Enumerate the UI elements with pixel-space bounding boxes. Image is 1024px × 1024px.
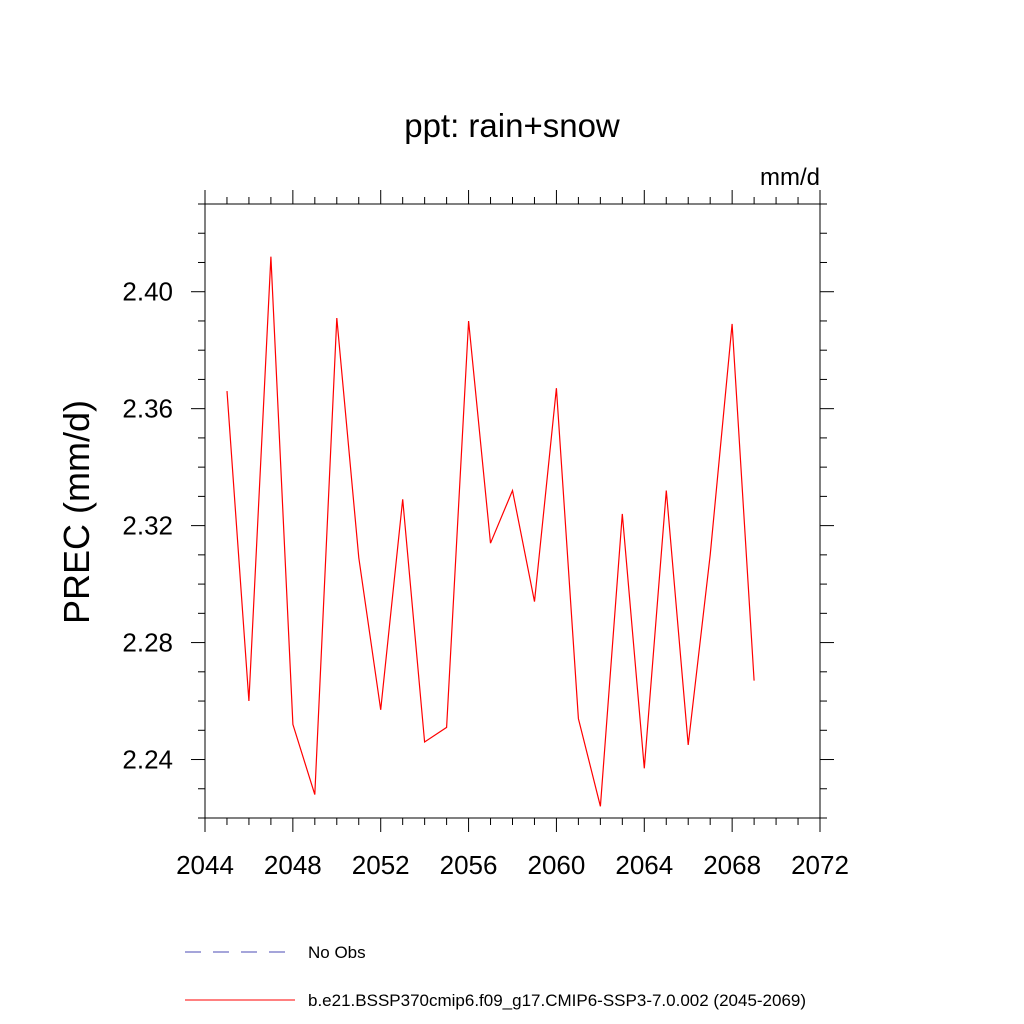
x-tick-label: 2068	[703, 850, 761, 880]
x-tick-label: 2072	[791, 850, 849, 880]
y-tick-label: 2.32	[122, 511, 173, 541]
chart-title: ppt: rain+snow	[404, 107, 620, 144]
y-tick-label: 2.24	[122, 745, 173, 775]
plot-frame	[204, 203, 821, 819]
y-tick-label: 2.28	[122, 628, 173, 658]
axis-tick-labels: 2044 2048 2052 2056 2060 2064 2068 2072 2.24 2.28…	[122, 277, 849, 880]
axis-ticks	[191, 190, 834, 832]
legend-label: No Obs	[308, 943, 366, 962]
x-tick-label: 2064	[615, 850, 673, 880]
x-tick-label: 2056	[440, 850, 498, 880]
legend: No Obs b.e21.BSSP370cmip6.f09_g17.CMIP6-S…	[185, 943, 806, 1010]
y-axis-label: PREC (mm/d)	[56, 400, 97, 624]
y-tick-label: 2.36	[122, 394, 173, 424]
x-tick-label: 2044	[176, 850, 234, 880]
x-tick-label: 2048	[264, 850, 322, 880]
series-line	[226, 256, 755, 807]
x-tick-label: 2060	[528, 850, 586, 880]
series-layer	[226, 256, 755, 807]
y-tick-label: 2.40	[122, 277, 173, 307]
x-tick-label: 2052	[352, 850, 410, 880]
units-label: mm/d	[760, 164, 820, 191]
legend-label: b.e21.BSSP370cmip6.f09_g17.CMIP6-SSP3-7.…	[308, 991, 806, 1010]
